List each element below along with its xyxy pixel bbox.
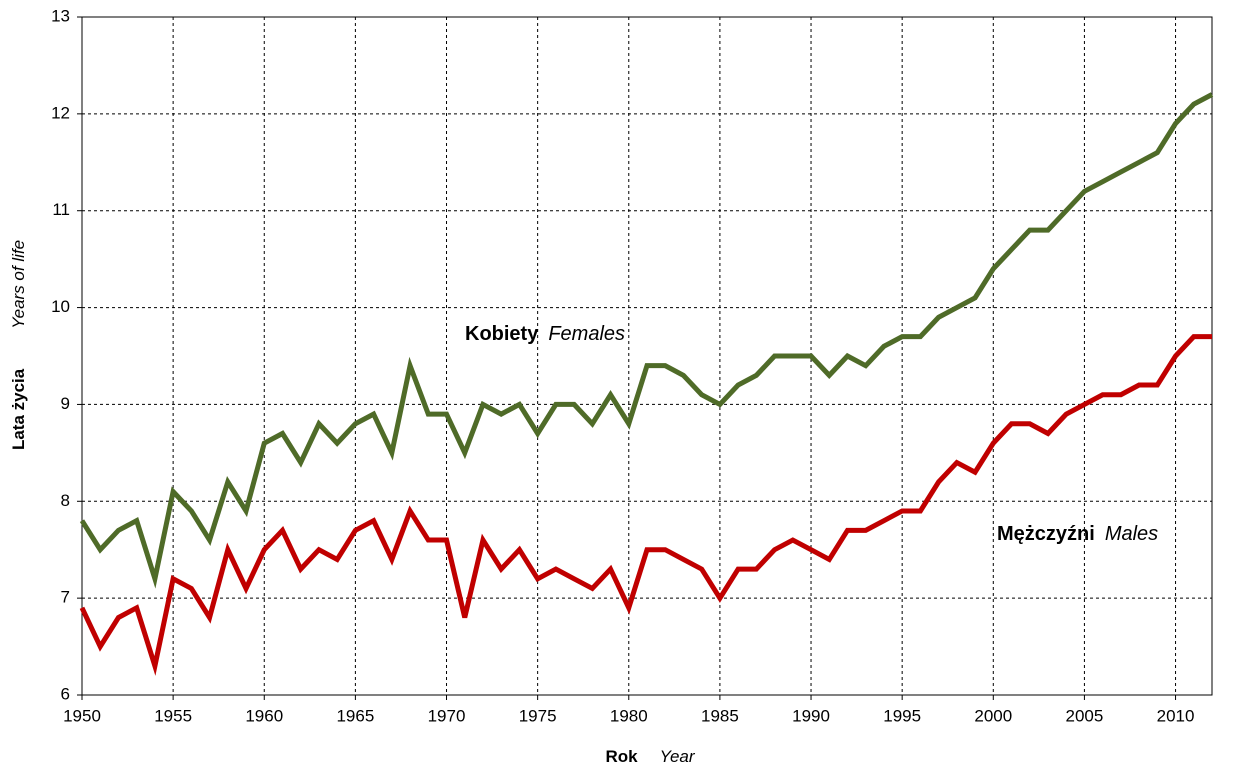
plot-border <box>81 16 1213 696</box>
x-tick-label: 2000 <box>974 706 1012 725</box>
x-tick-label: 1995 <box>883 706 921 725</box>
x-tick-label: 1985 <box>701 706 739 725</box>
y-tick-label: 8 <box>61 491 70 510</box>
x-tick-label: 2005 <box>1066 706 1104 725</box>
series-name: Kobiety <box>465 323 539 345</box>
y-label: Lata życia <box>9 368 28 450</box>
x-tick-label: 1955 <box>154 706 192 725</box>
x-tick-label: 1970 <box>428 706 466 725</box>
series-line <box>79 334 1212 676</box>
y-tick-label: 11 <box>52 200 70 219</box>
x-tick-label: 1975 <box>519 706 557 725</box>
y-tick-label: 6 <box>61 684 70 703</box>
x-tick-label: 2010 <box>1157 706 1195 725</box>
x-label-en: Year <box>660 747 696 766</box>
y-tick-label: 9 <box>61 394 70 413</box>
y-tick-label: 12 <box>51 103 70 122</box>
y-axis-label: Lata życia Years of life <box>9 240 28 450</box>
series-line <box>79 92 1214 589</box>
y-tick-label: 10 <box>51 297 70 316</box>
series-label: Kobiety Females <box>465 323 625 345</box>
x-label: Rok <box>605 747 638 766</box>
x-tick-label: 1960 <box>245 706 283 725</box>
x-tick-label: 1980 <box>610 706 648 725</box>
x-axis-label: Rok Year <box>605 747 695 766</box>
x-tick-label: 1990 <box>792 706 830 725</box>
series-label: Mężczyźni Males <box>997 523 1158 545</box>
y-tick-label: 13 <box>51 6 70 25</box>
series-name: Mężczyźni <box>997 523 1095 545</box>
series-name-en: Females <box>548 323 625 345</box>
y-label-en: Years of life <box>9 240 28 329</box>
series-name-en: Males <box>1105 523 1158 545</box>
x-tick-label: 1965 <box>336 706 374 725</box>
x-tick-label: 1950 <box>63 706 101 725</box>
y-tick-label: 7 <box>61 588 70 607</box>
